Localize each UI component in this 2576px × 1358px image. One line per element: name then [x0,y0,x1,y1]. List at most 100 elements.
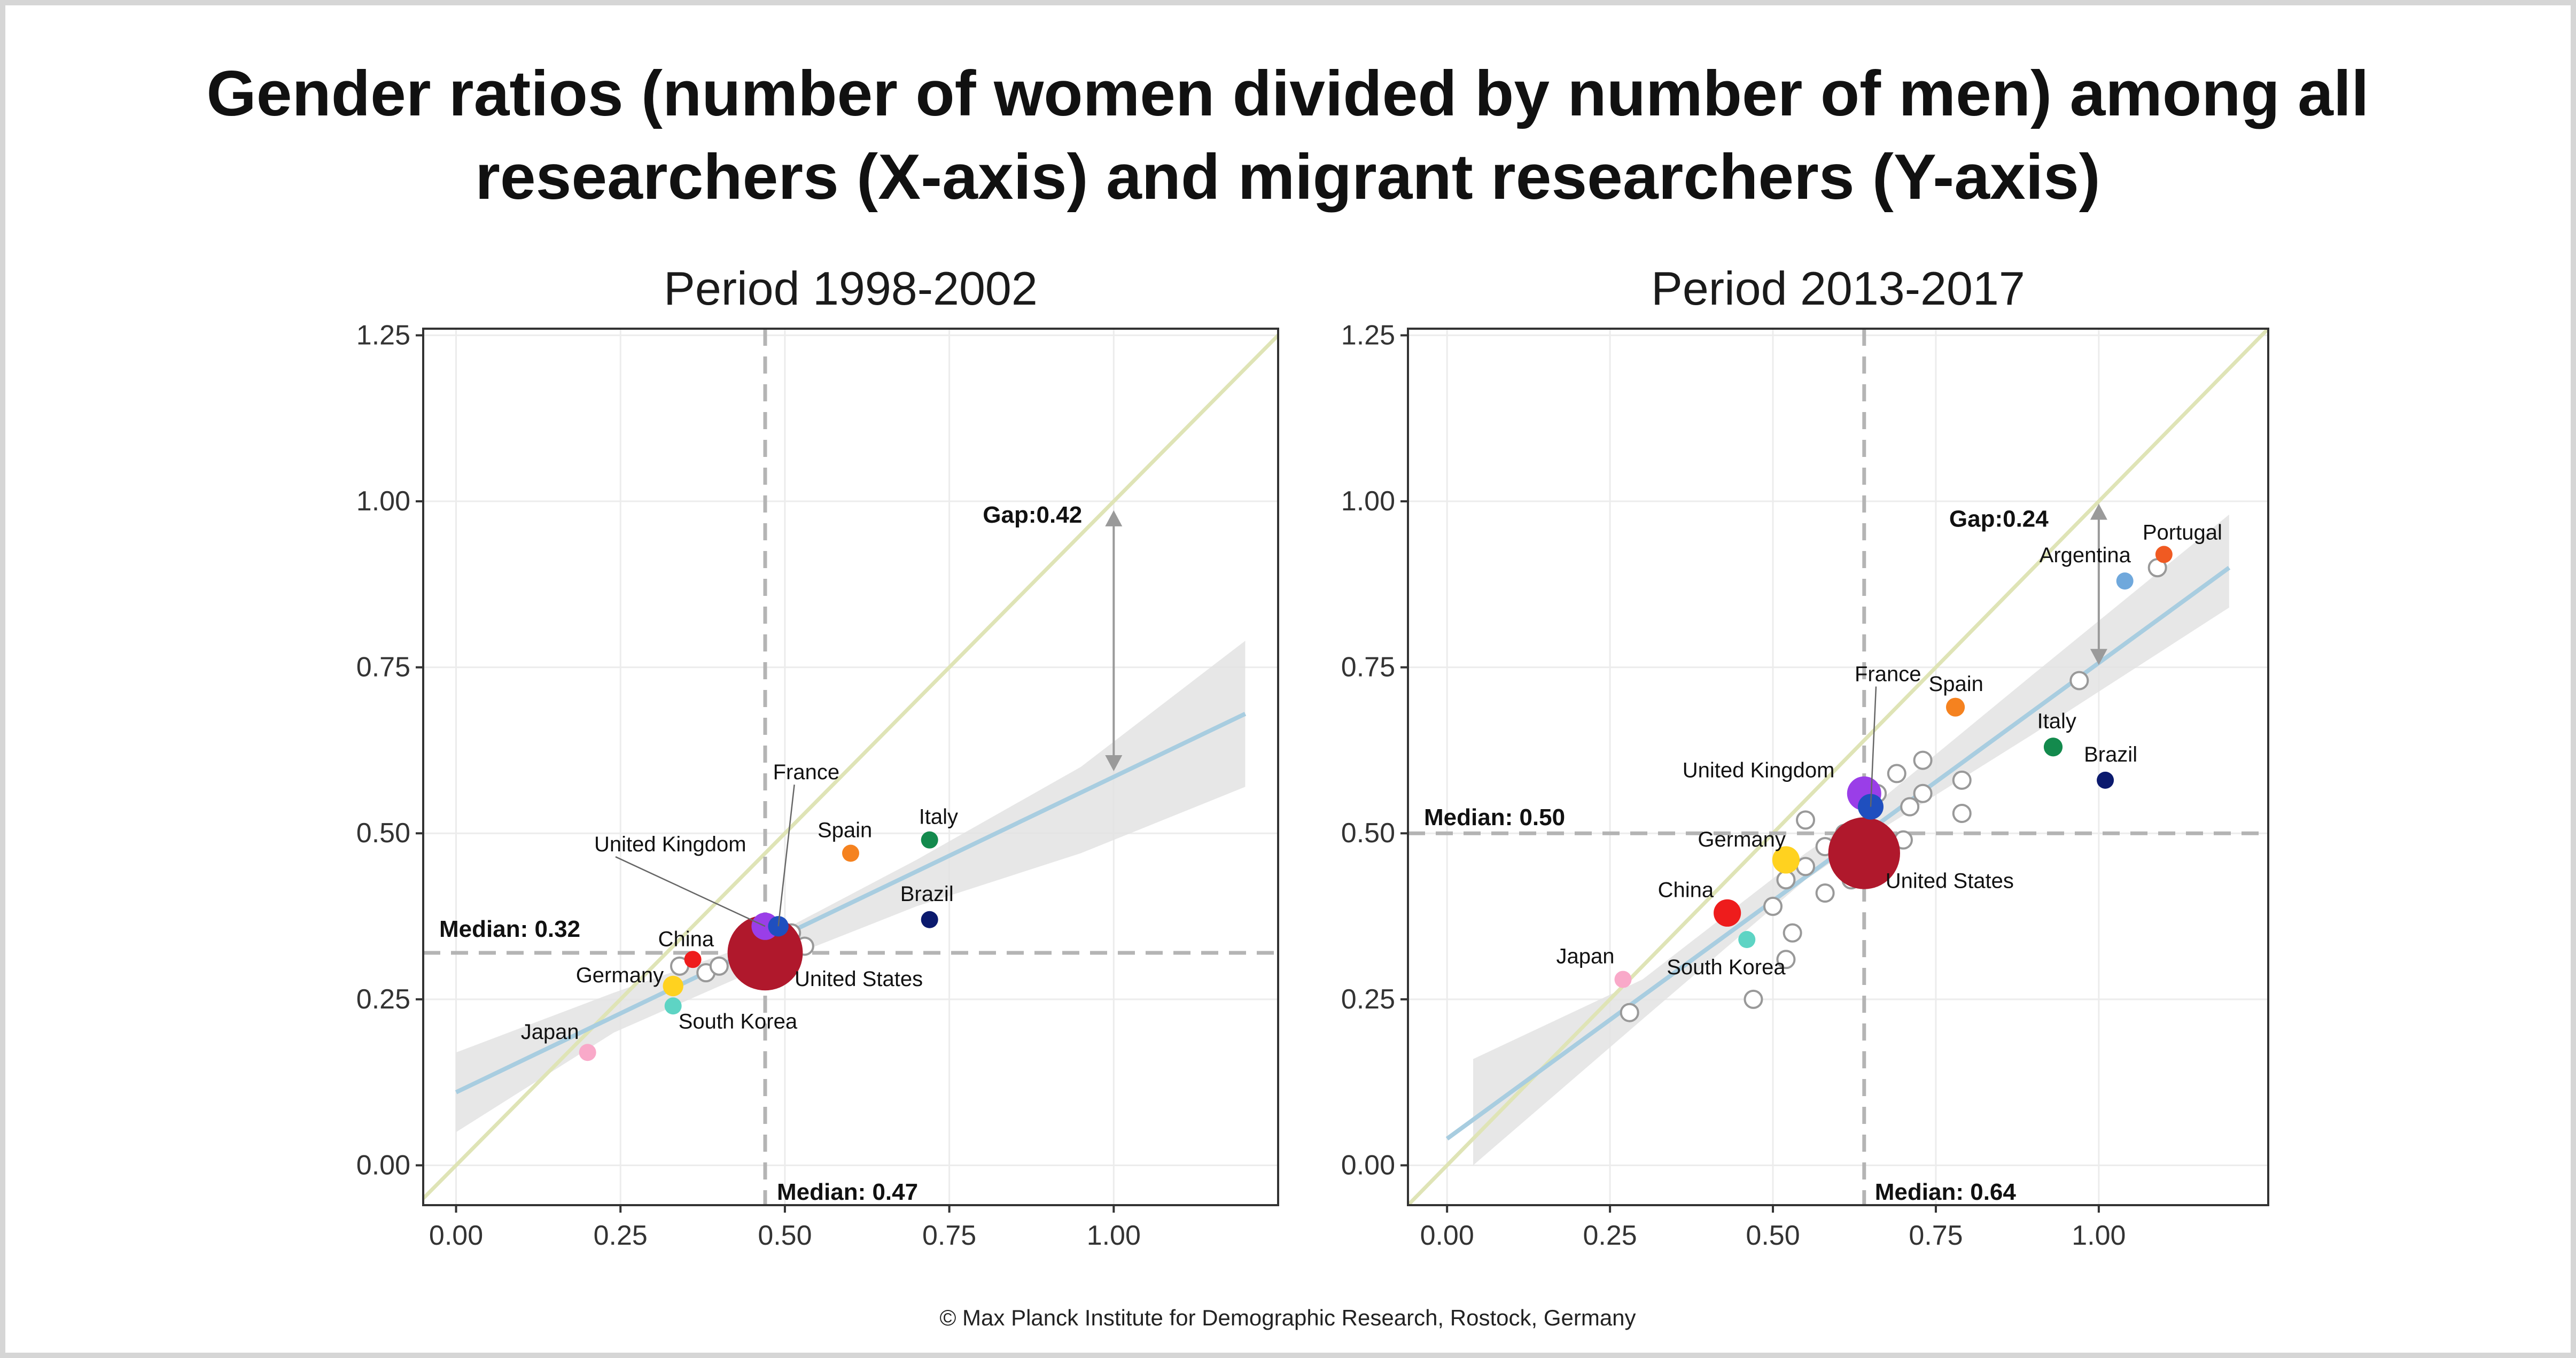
copyright-footer: © Max Planck Institute for Demographic R… [939,1305,1636,1330]
country-label: United States [795,967,923,991]
country-label: Japan [521,1020,579,1044]
x-tick-label: 0.50 [758,1220,812,1251]
country-point [2155,546,2173,563]
other-country-point [1913,783,1933,803]
country-point [1714,899,1741,927]
panel-title: Period 1998-2002 [664,262,1038,315]
y-tick-label: 1.25 [356,320,410,351]
country-label: South Korea [1667,956,1786,979]
panel-2013-2017: Period 2013-2017 Gap:0.24 Japan South Korea… [1341,262,2269,1251]
y-tick-label: 1.25 [1341,320,1395,351]
country-point [1614,971,1632,988]
country-label: Italy [919,805,958,829]
gap-arrow-head-up [1105,510,1123,526]
gap-label: Gap:0.24 [1949,506,2049,532]
panel-title: Period 2013-2017 [1651,262,2025,315]
y-tick-label: 0.25 [1341,984,1395,1015]
y-tick-label: 0.25 [356,984,410,1015]
country-point [1945,697,1965,717]
other-country-point [709,956,729,976]
x-tick-label: 0.75 [1909,1220,1963,1251]
other-country-point [1744,989,1763,1009]
country-point [2116,572,2134,590]
country-label: Argentina [2040,544,2131,567]
y-tick-label: 0.00 [356,1150,410,1181]
figure-title-line-2: researchers (X-axis) and migrant researc… [475,141,2100,213]
x-tick-label: 0.25 [1583,1220,1637,1251]
other-country-point [1763,896,1783,916]
country-label: Portugal [2143,521,2222,544]
y-tick-label: 0.00 [1341,1150,1395,1181]
other-country-point [2069,671,2089,690]
panel-1998-2002: Period 1998-2002 Gap:0.42 Japan South Korea… [356,262,1279,1251]
country-label: France [1855,663,1921,686]
country-point [2043,738,2063,757]
confidence-band [456,640,1246,1132]
gap-arrow-head-down [2090,649,2107,665]
country-label: Brazil [900,882,954,906]
country-label: Spain [1929,672,1983,696]
country-label: Japan [1557,945,1615,968]
country-label: United Kingdom [1683,759,1835,782]
median-y-label: Median: 0.32 [439,916,580,942]
other-country-point [1900,797,1920,817]
gap-arrow-head-down [1105,755,1123,771]
country-point [842,844,859,862]
country-label: Italy [2037,710,2076,733]
gap-label: Gap:0.42 [983,502,1082,528]
country-label-leader [1870,686,1877,807]
country-point [1828,817,1900,889]
grid-lines [1408,329,2268,1205]
other-country-point [1815,883,1835,903]
x-tick-label: 0.75 [922,1220,976,1251]
y-tick-label: 0.50 [1341,818,1395,849]
country-label: France [773,761,840,784]
plot-content [1408,329,2268,1205]
y-tick-label: 0.75 [1341,652,1395,683]
country-point [2097,771,2114,789]
y-tick-label: 1.00 [356,486,410,517]
x-tick-label: 1.00 [2072,1220,2126,1251]
country-point [1772,846,1800,874]
country-label-leader [615,856,766,927]
gap-arrow-head-up [2090,503,2107,520]
x-tick-label: 0.25 [594,1220,648,1251]
other-country-point [1952,803,1972,823]
x-tick-label: 0.50 [1746,1220,1800,1251]
median-y-label: Median: 0.50 [1424,804,1565,831]
median-x-label: Median: 0.47 [777,1179,918,1205]
country-label: South Korea [679,1010,798,1033]
plot-content [423,329,1278,1205]
other-country-point [1952,770,1972,790]
y-tick-label: 1.00 [1341,486,1395,517]
x-tick-label: 0.00 [429,1220,483,1251]
country-point [663,975,683,997]
figure-title-line-1: Gender ratios (number of women divided b… [206,58,2369,129]
other-country-point [1783,923,1802,943]
country-label: China [658,927,714,951]
country-point [921,911,938,928]
y-tick-label: 0.75 [356,652,410,683]
country-label: United Kingdom [594,833,746,856]
country-label: Germany [576,964,664,987]
x-tick-label: 1.00 [1087,1220,1141,1251]
country-point [768,915,789,937]
country-label: United States [1886,870,2014,893]
country-label-leader [777,785,795,927]
other-country-point [1620,1003,1639,1022]
country-label: China [1658,878,1714,902]
y-tick-label: 0.50 [356,818,410,849]
other-country-point [1913,750,1933,770]
regression-line [455,711,1247,1095]
country-label: Spain [818,819,872,842]
plot-border [422,328,1279,1206]
other-country-point [1776,950,1796,969]
identity-line [1408,329,2268,1205]
x-tick-label: 0.00 [1420,1220,1474,1251]
country-label: Germany [1698,828,1786,851]
country-point [579,1044,596,1061]
other-country-point [1776,870,1796,890]
country-point [684,951,702,968]
median-x-label: Median: 0.64 [1875,1179,2017,1205]
